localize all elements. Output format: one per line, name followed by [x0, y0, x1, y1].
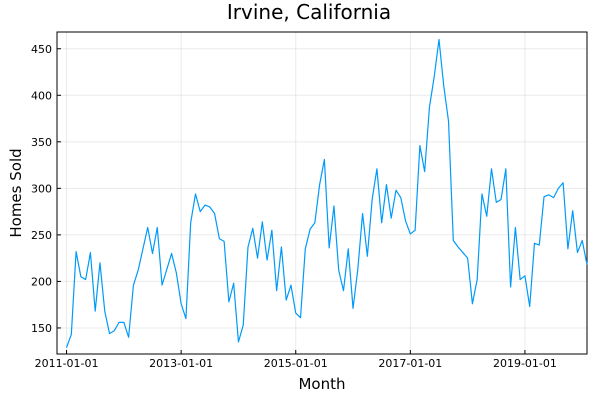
- x-axis-label: Month: [298, 375, 345, 393]
- y-tick-label: 150: [31, 322, 52, 335]
- y-tick-label: 400: [31, 89, 52, 102]
- x-tick-label: 2013-01-01: [149, 357, 213, 370]
- plot-frame: [56, 31, 588, 355]
- y-tick-label: 250: [31, 229, 52, 242]
- x-tick-label: 2015-01-01: [264, 357, 328, 370]
- x-tick-label: 2011-01-01: [35, 357, 99, 370]
- x-tick-label: 2019-01-01: [493, 357, 557, 370]
- y-axis-label: Homes Sold: [7, 148, 25, 237]
- y-tick-label: 450: [31, 43, 52, 56]
- y-tick-label: 200: [31, 275, 52, 288]
- grid: [57, 32, 587, 354]
- y-axis: 150 200 250 300 350 400 450: [31, 43, 61, 335]
- chart-title: Irvine, California: [227, 0, 391, 24]
- y-tick-label: 300: [31, 182, 52, 195]
- y-tick-label: 350: [31, 136, 52, 149]
- x-axis: 2011-01-01 2013-01-01 2015-01-01 2017-01-01…: [35, 350, 557, 370]
- x-tick-label: 2017-01-01: [378, 357, 442, 370]
- series-line-homes-sold: [65, 38, 588, 348]
